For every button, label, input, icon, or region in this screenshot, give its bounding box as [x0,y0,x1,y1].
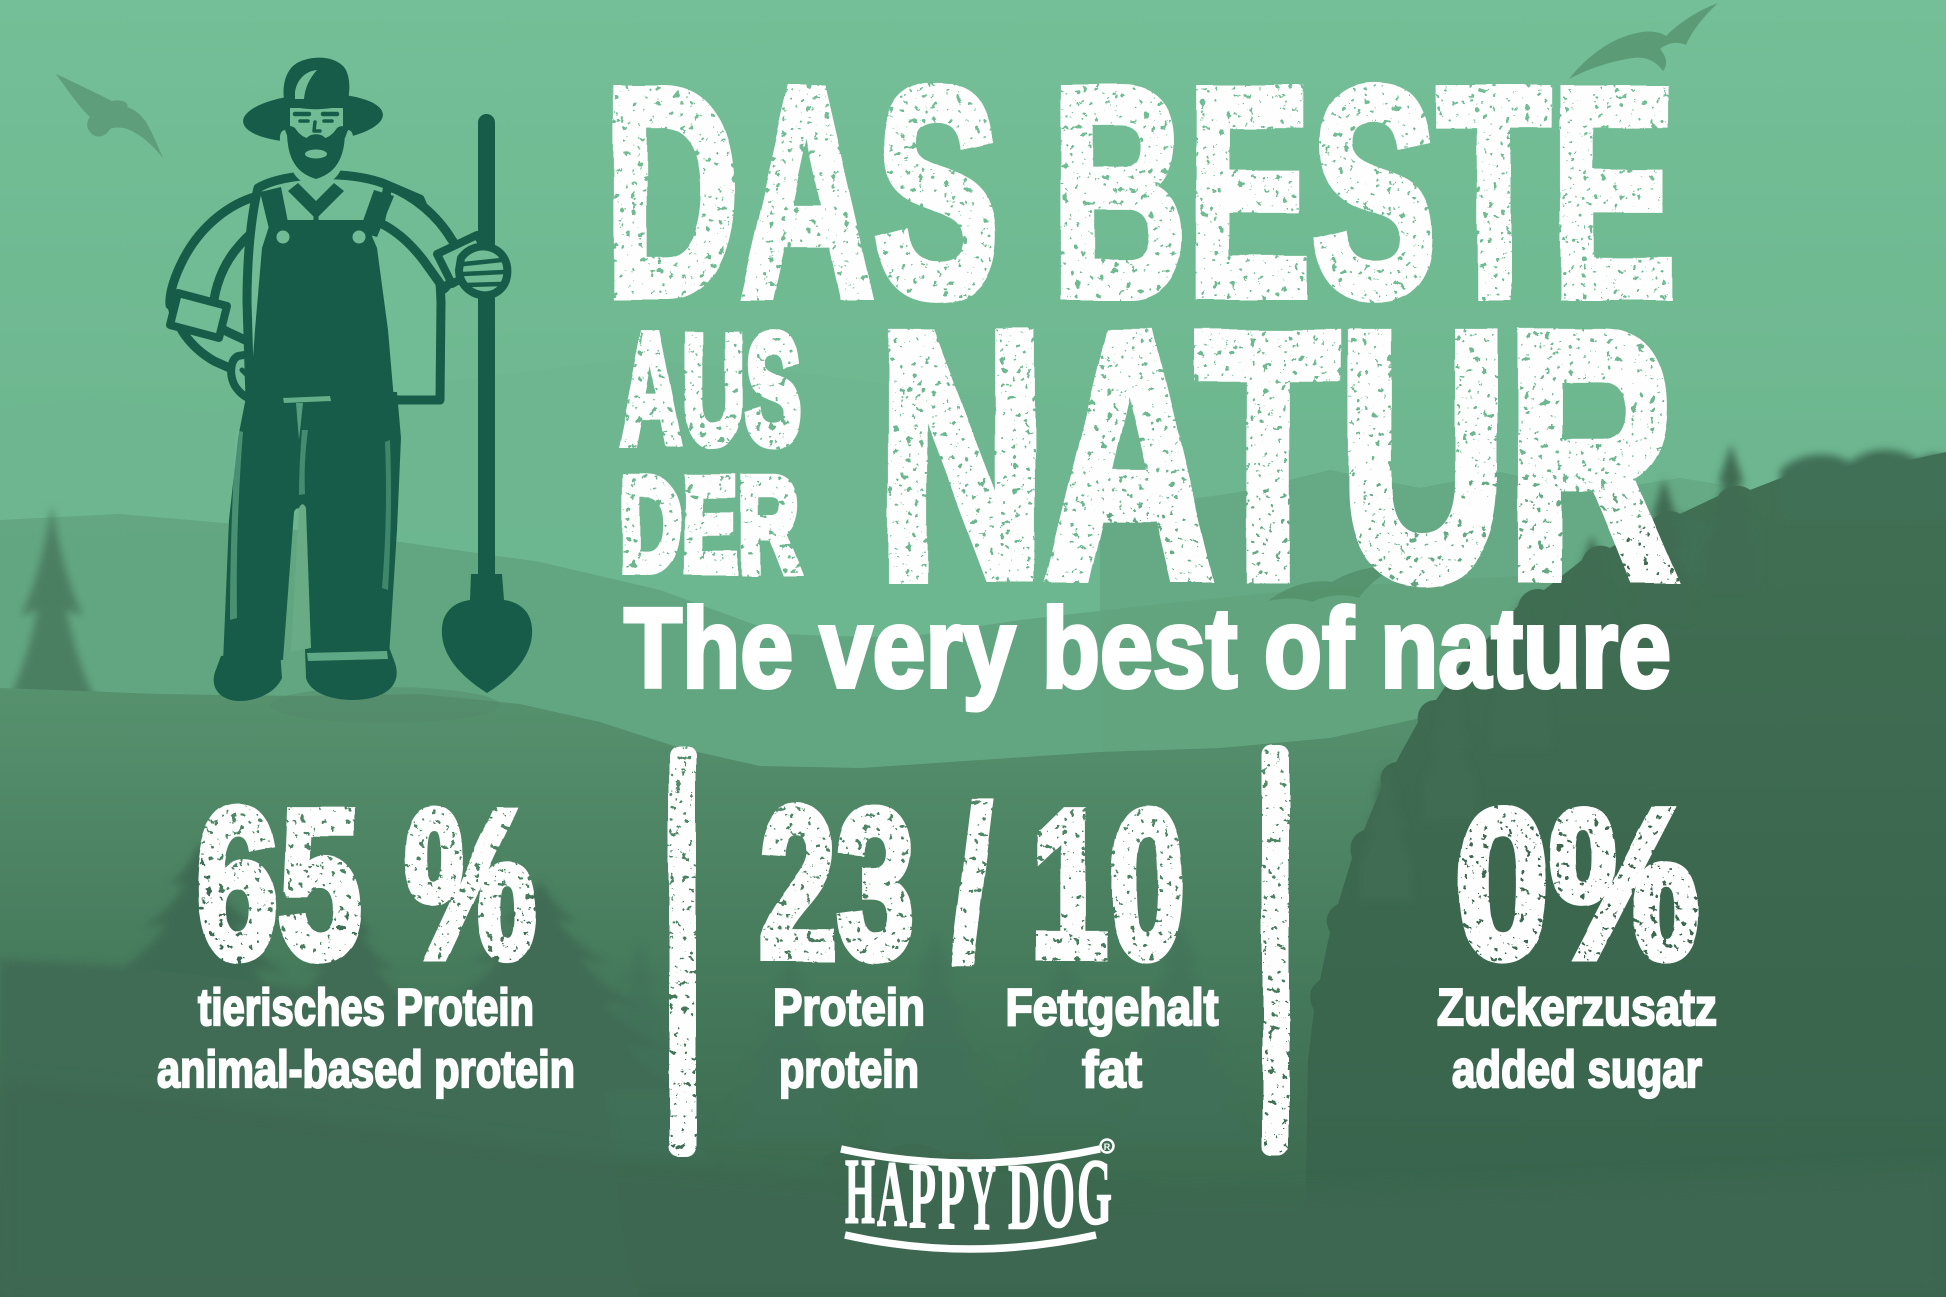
svg-text:D: D [1008,1145,1040,1249]
svg-text:DER: DER [620,451,800,600]
svg-text:A: A [877,1143,907,1247]
svg-text:animal-based protein: animal-based protein [157,1041,575,1099]
svg-text:Y: Y [967,1146,996,1250]
svg-text:Zuckerzusatz: Zuckerzusatz [1437,979,1717,1037]
svg-text:Protein: Protein [773,979,925,1037]
svg-text:added sugar: added sugar [1452,1041,1702,1099]
svg-text:P: P [909,1144,936,1248]
svg-text:P: P [938,1146,965,1250]
svg-text:G: G [1077,1141,1112,1245]
svg-text:protein: protein [779,1041,919,1099]
svg-text:fat: fat [1082,1041,1142,1099]
svg-text:O: O [1042,1144,1075,1248]
svg-text:tierisches Protein: tierisches Protein [198,979,534,1037]
svg-text:AUS: AUS [620,303,802,477]
svg-text:R: R [1104,1142,1111,1152]
svg-text:NATUR: NATUR [877,260,1676,650]
svg-text:The very best of nature: The very best of nature [624,585,1671,711]
svg-text:Fettgehalt: Fettgehalt [1006,979,1219,1037]
svg-text:DAS BESTE: DAS BESTE [604,26,1676,359]
svg-text:H: H [845,1140,875,1244]
svg-text:65 %: 65 % [195,765,537,1002]
svg-text:23 / 10: 23 / 10 [759,765,1186,1002]
svg-text:0%: 0% [1456,765,1699,1002]
